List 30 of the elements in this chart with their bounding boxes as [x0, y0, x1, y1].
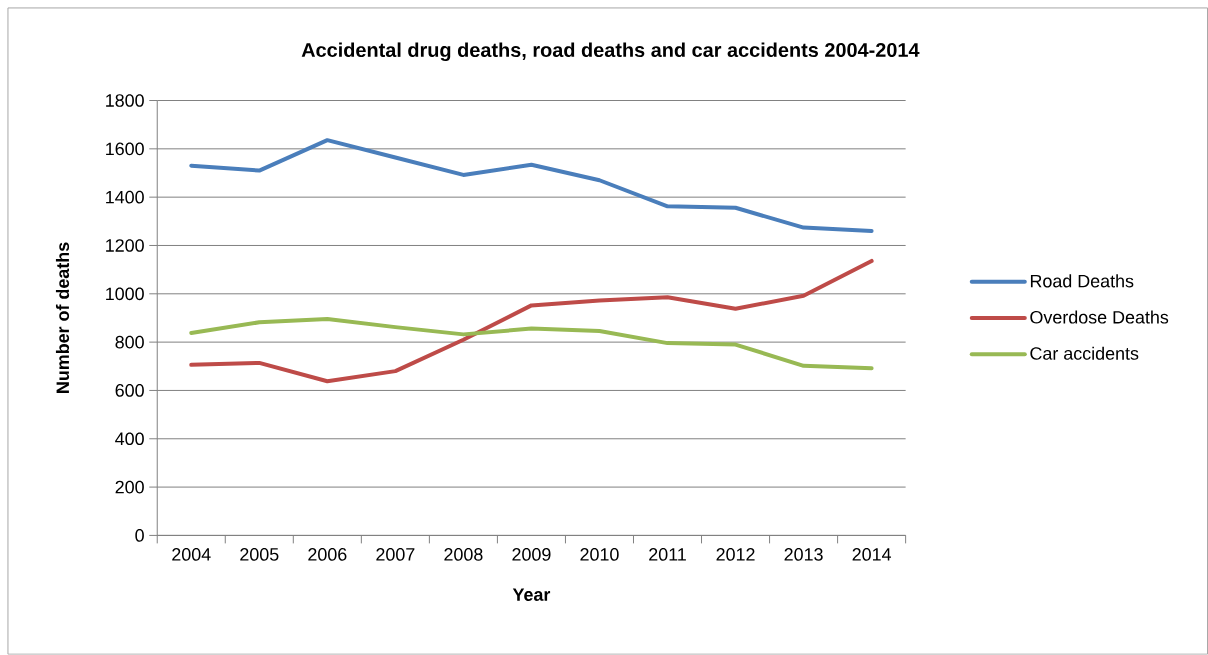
x-tick-label: 2008 — [444, 548, 483, 561]
y-tick-label: 400 — [115, 432, 144, 446]
line-series — [189, 259, 874, 384]
y-tick-label: 1800 — [106, 94, 144, 107]
x-tick-label: 2005 — [240, 548, 279, 561]
x-tick-label: 2012 — [716, 548, 755, 561]
y-axis-title: Number of deaths — [55, 242, 70, 394]
x-tick-label: 2007 — [376, 548, 415, 561]
y-tick-label: 1400 — [106, 190, 144, 204]
x-tick-label: 2014 — [852, 548, 892, 561]
y-tick-label: 600 — [115, 384, 144, 397]
x-tick-label: 2006 — [308, 548, 347, 561]
y-tick-label: 200 — [115, 480, 144, 494]
x-tick-label: 2013 — [784, 548, 823, 561]
y-tick-label: 1000 — [106, 287, 144, 301]
legend-label: Road Deaths — [1030, 274, 1134, 288]
x-tick-label: 2009 — [512, 548, 551, 561]
x-tick-label: 2010 — [580, 548, 619, 561]
chart-title: Accidental drug deaths, road deaths and car accidents 2004-2014 — [301, 42, 920, 62]
legend-label: Overdose Deaths — [1030, 310, 1169, 324]
line-series — [189, 138, 874, 234]
y-tick-label: 1200 — [106, 239, 144, 252]
x-tick-label: 2004 — [172, 548, 211, 561]
y-tick-label: 1600 — [106, 142, 144, 156]
legend-label: Car accidents — [1030, 346, 1139, 360]
line-series — [189, 317, 874, 371]
y-tick-label: 800 — [115, 335, 144, 349]
y-tick-label: 0 — [135, 529, 144, 542]
x-axis-title: Year — [512, 588, 551, 602]
x-tick-label: 2011 — [649, 548, 686, 561]
